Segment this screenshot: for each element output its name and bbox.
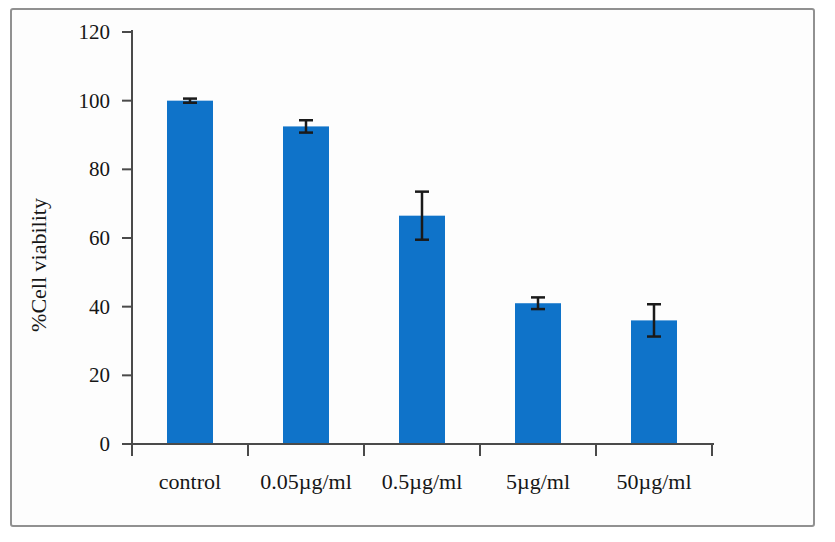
bar-chart: 0 20 40 60 80 100 120 control 0.05µg/ml 0.5µg/ml 5… [0, 0, 835, 542]
y-tick-label: 40 [89, 295, 110, 319]
x-category-label: 0.5µg/ml [382, 469, 463, 494]
y-tick-label: 120 [79, 20, 111, 44]
y-tick-label: 100 [79, 89, 111, 113]
y-tick-label: 80 [89, 157, 110, 181]
y-tick-label: 60 [89, 226, 110, 250]
bar [515, 303, 561, 443]
y-axis-title: %Cell viability [26, 198, 51, 332]
y-tick-label: 0 [100, 432, 111, 456]
figure: 0 20 40 60 80 100 120 control 0.05µg/ml 0.5µg/ml 5… [0, 0, 835, 542]
bar [631, 320, 677, 443]
bar [283, 126, 329, 443]
x-category-label: 50µg/ml [616, 469, 691, 494]
bar [399, 216, 445, 443]
x-category-label: 0.05µg/ml [260, 469, 352, 494]
x-category-label: control [159, 469, 221, 494]
bar [167, 101, 213, 443]
y-tick-label: 20 [89, 363, 110, 387]
x-category-label: 5µg/ml [506, 469, 570, 494]
